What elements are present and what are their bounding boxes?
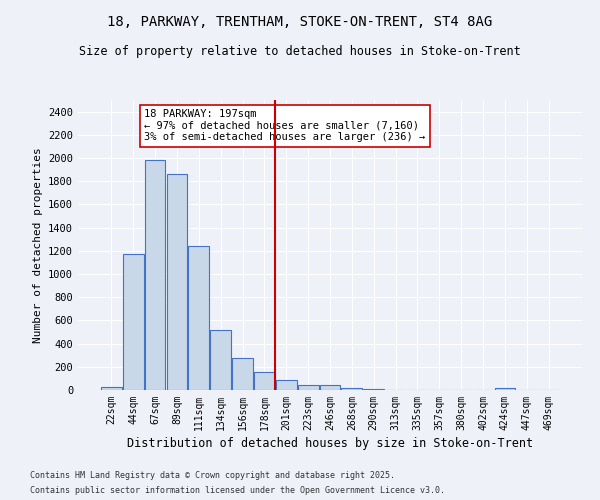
Bar [101, 387, 122, 390]
Bar [254, 372, 275, 390]
Text: 18 PARKWAY: 197sqm
← 97% of detached houses are smaller (7,160)
3% of semi-detac: 18 PARKWAY: 197sqm ← 97% of detached hou… [144, 110, 425, 142]
X-axis label: Distribution of detached houses by size in Stoke-on-Trent: Distribution of detached houses by size … [127, 437, 533, 450]
Bar [145, 160, 166, 390]
Text: Contains HM Land Registry data © Crown copyright and database right 2025.: Contains HM Land Registry data © Crown c… [30, 471, 395, 480]
Y-axis label: Number of detached properties: Number of detached properties [32, 147, 43, 343]
Bar [210, 330, 231, 390]
Bar [123, 254, 143, 390]
Bar [167, 174, 187, 390]
Text: Size of property relative to detached houses in Stoke-on-Trent: Size of property relative to detached ho… [79, 45, 521, 58]
Bar [276, 380, 296, 390]
Bar [188, 246, 209, 390]
Text: Contains public sector information licensed under the Open Government Licence v3: Contains public sector information licen… [30, 486, 445, 495]
Bar [298, 385, 319, 390]
Bar [320, 386, 340, 390]
Bar [341, 388, 362, 390]
Bar [232, 358, 253, 390]
Bar [494, 388, 515, 390]
Text: 18, PARKWAY, TRENTHAM, STOKE-ON-TRENT, ST4 8AG: 18, PARKWAY, TRENTHAM, STOKE-ON-TRENT, S… [107, 15, 493, 29]
